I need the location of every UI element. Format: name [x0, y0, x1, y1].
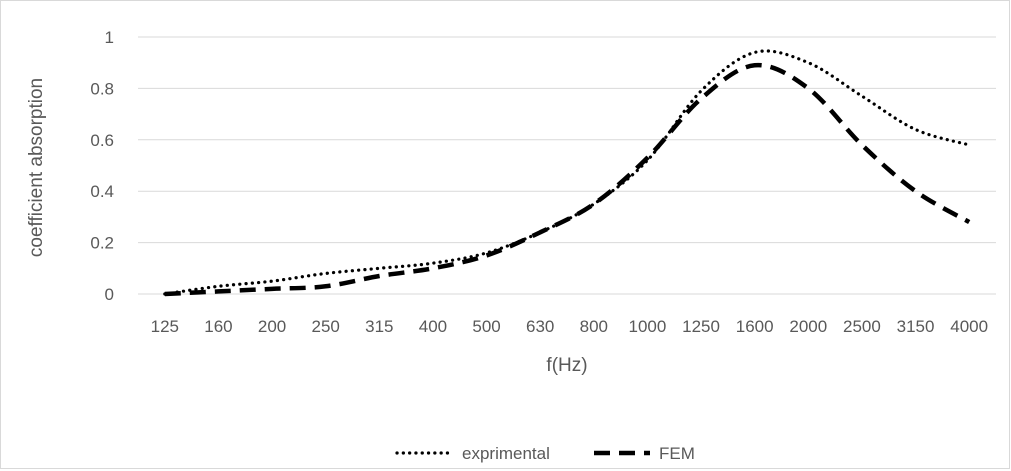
gridlines: [138, 37, 996, 294]
y-axis-title: coefficient absorption: [26, 78, 47, 257]
legend-label-fem: FEM: [659, 444, 695, 463]
x-tick-label: 1000: [629, 317, 667, 336]
x-tick-labels: 125 160 200 250 315 400 500 630 800 1000 1250 1600 2…: [151, 317, 988, 336]
x-tick-label: 4000: [950, 317, 988, 336]
series-layer: [165, 51, 969, 294]
y-tick-labels: 0 0.2 0.4 0.6 0.8 1: [90, 28, 114, 304]
x-tick-label: 400: [419, 317, 447, 336]
y-tick-label: 1: [105, 28, 114, 47]
y-tick-label: 0.8: [90, 79, 114, 98]
x-axis-title: f(Hz): [546, 355, 587, 376]
x-tick-label: 1250: [682, 317, 720, 336]
legend-label-exprimental: exprimental: [462, 444, 550, 463]
x-tick-label: 800: [580, 317, 608, 336]
x-tick-label: 160: [204, 317, 232, 336]
x-tick-label: 315: [365, 317, 393, 336]
y-tick-label: 0.2: [90, 234, 114, 253]
x-tick-label: 125: [151, 317, 179, 336]
legend: exprimental FEM: [397, 444, 695, 463]
x-tick-label: 3150: [897, 317, 935, 336]
y-tick-label: 0.4: [90, 182, 114, 201]
y-tick-label: 0: [105, 285, 114, 304]
series-line-fem: [165, 65, 969, 294]
x-tick-label: 250: [312, 317, 340, 336]
x-tick-label: 1600: [736, 317, 774, 336]
x-tick-label: 500: [472, 317, 500, 336]
series-line-exprimental: [165, 51, 969, 294]
x-tick-label: 2500: [843, 317, 881, 336]
x-tick-label: 630: [526, 317, 554, 336]
x-tick-label: 2000: [789, 317, 827, 336]
y-tick-label: 0.6: [90, 131, 114, 150]
x-tick-label: 200: [258, 317, 286, 336]
